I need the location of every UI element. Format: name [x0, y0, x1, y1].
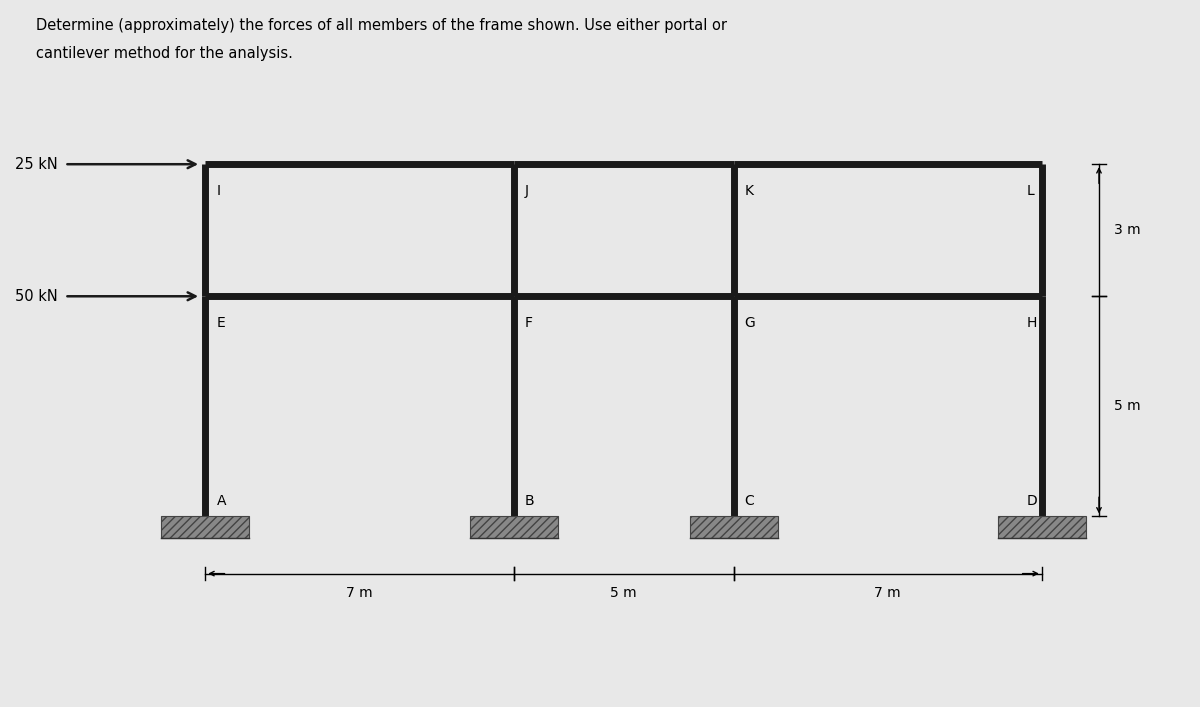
- Text: G: G: [745, 316, 755, 330]
- Text: L: L: [1026, 184, 1034, 198]
- Text: 5 m: 5 m: [611, 586, 637, 600]
- Text: 25 kN: 25 kN: [16, 157, 58, 172]
- Text: 7 m: 7 m: [875, 586, 901, 600]
- Text: 7 m: 7 m: [346, 586, 373, 600]
- Text: E: E: [216, 316, 226, 330]
- Text: cantilever method for the analysis.: cantilever method for the analysis.: [36, 46, 293, 61]
- Text: B: B: [524, 494, 534, 508]
- Text: K: K: [745, 184, 754, 198]
- Text: F: F: [524, 316, 533, 330]
- Text: J: J: [524, 184, 528, 198]
- Text: A: A: [216, 494, 226, 508]
- Bar: [997, 516, 1086, 539]
- Text: 5 m: 5 m: [1115, 399, 1141, 414]
- Text: H: H: [1026, 316, 1037, 330]
- Bar: [161, 516, 250, 539]
- Text: Determine (approximately) the forces of all members of the frame shown. Use eith: Determine (approximately) the forces of …: [36, 18, 727, 33]
- Text: I: I: [216, 184, 221, 198]
- Text: 50 kN: 50 kN: [16, 288, 58, 304]
- Bar: [469, 516, 558, 539]
- Text: D: D: [1026, 494, 1037, 508]
- Text: C: C: [745, 494, 755, 508]
- Text: 3 m: 3 m: [1115, 223, 1141, 238]
- Bar: [690, 516, 778, 539]
